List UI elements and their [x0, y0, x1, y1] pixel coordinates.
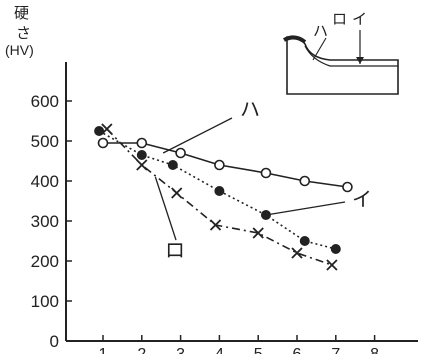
data-point	[299, 175, 311, 187]
y-tick-label: 300	[31, 212, 59, 231]
inset-label-i: イ	[352, 10, 367, 28]
tool-edge	[283, 35, 307, 44]
data-point	[175, 147, 186, 159]
y-tick-label: 100	[31, 292, 59, 311]
leader-line	[154, 176, 177, 241]
data-point	[136, 159, 148, 171]
x-tick-label: 2	[137, 346, 146, 354]
x-tick-label: 4	[215, 346, 224, 354]
y-axis-label-line1: 硬	[14, 4, 30, 22]
series-line	[106, 128, 333, 266]
inset-label-ro: ロ	[332, 10, 347, 28]
x-tick-label: 1	[99, 346, 108, 354]
x-tick-label: 5	[254, 346, 263, 354]
data-point	[214, 186, 225, 196]
layer-line	[304, 45, 398, 67]
series-group	[94, 123, 353, 271]
series-1	[97, 137, 353, 193]
pointer-line	[312, 37, 327, 61]
inset-diagram: ハロイ	[283, 10, 399, 95]
x-tick-label: 6	[293, 346, 302, 354]
y-tick-label: 400	[31, 172, 59, 191]
x-ticks: 1 2 3 4 5 6 7 8	[99, 335, 379, 354]
series-label-ha: ハ	[240, 97, 260, 121]
series-2	[94, 126, 341, 254]
y-tick-label: 0	[50, 332, 59, 351]
x-tick-label: 8	[370, 346, 379, 354]
series-labels: ハイロ	[154, 97, 372, 262]
data-point	[136, 137, 148, 149]
x-tick-label: 7	[331, 346, 340, 354]
axes	[65, 62, 418, 342]
data-point	[326, 259, 338, 271]
x-tick-label: 3	[176, 346, 185, 354]
data-point	[167, 160, 178, 170]
data-point	[252, 227, 264, 239]
leader-line	[265, 201, 346, 216]
y-tick-label: 600	[31, 92, 59, 111]
data-point	[136, 150, 147, 160]
y-ticks: 0 100 200 300 400 500 600	[31, 92, 72, 351]
inset-label-ha: ハ	[313, 22, 328, 40]
series-line	[103, 142, 348, 188]
leader-line	[162, 117, 233, 154]
data-point	[101, 123, 113, 135]
series-label-ro: ロ	[165, 238, 185, 262]
series-label-i: イ	[352, 187, 372, 211]
y-axis-unit: (HV)	[5, 42, 34, 58]
y-tick-label: 500	[31, 132, 59, 151]
data-point	[299, 236, 310, 246]
data-point	[342, 181, 353, 193]
series-3	[101, 123, 338, 271]
data-point	[214, 159, 225, 171]
data-point	[330, 244, 341, 254]
y-axis-label-line2: さ	[16, 24, 32, 42]
arrow-head	[356, 57, 364, 64]
y-tick-label: 200	[31, 252, 59, 271]
data-point	[291, 247, 303, 259]
data-point	[260, 167, 272, 179]
data-point	[171, 187, 183, 199]
data-point	[97, 137, 109, 149]
data-point	[209, 219, 222, 231]
